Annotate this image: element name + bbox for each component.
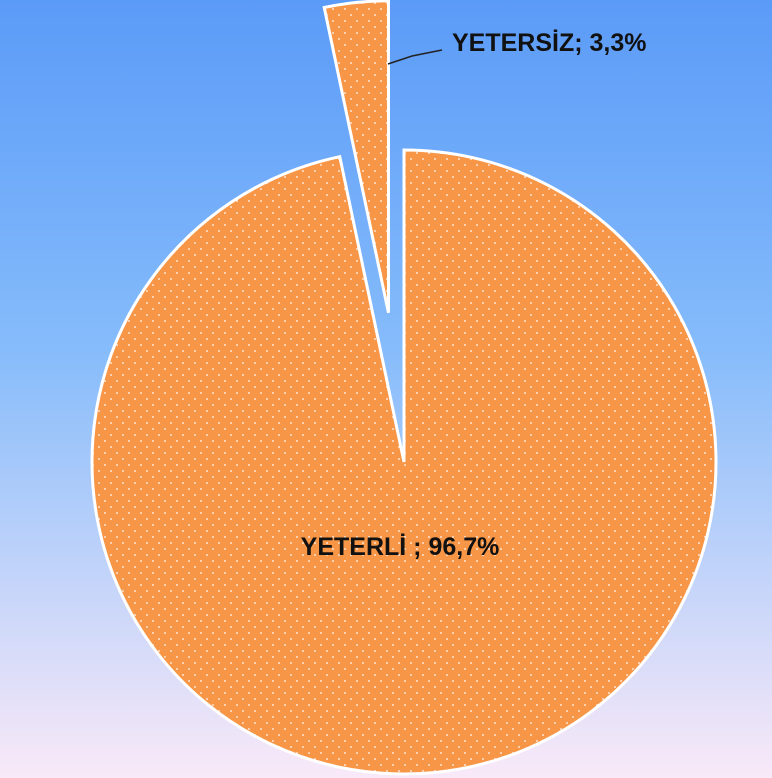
- value-label: ; 96,7%: [406, 533, 499, 561]
- category-label: YETERSİZ: [452, 29, 574, 57]
- pie-slice: [90, 148, 718, 776]
- leader-line: [387, 49, 443, 65]
- data-label: YETERSİZ; 3,3%: [452, 29, 647, 57]
- category-label: YETERLİ: [301, 533, 407, 561]
- value-label: ; 3,3%: [574, 29, 646, 57]
- data-label: YETERLİ ; 96,7%: [301, 533, 500, 561]
- pie-slice: [322, 0, 390, 314]
